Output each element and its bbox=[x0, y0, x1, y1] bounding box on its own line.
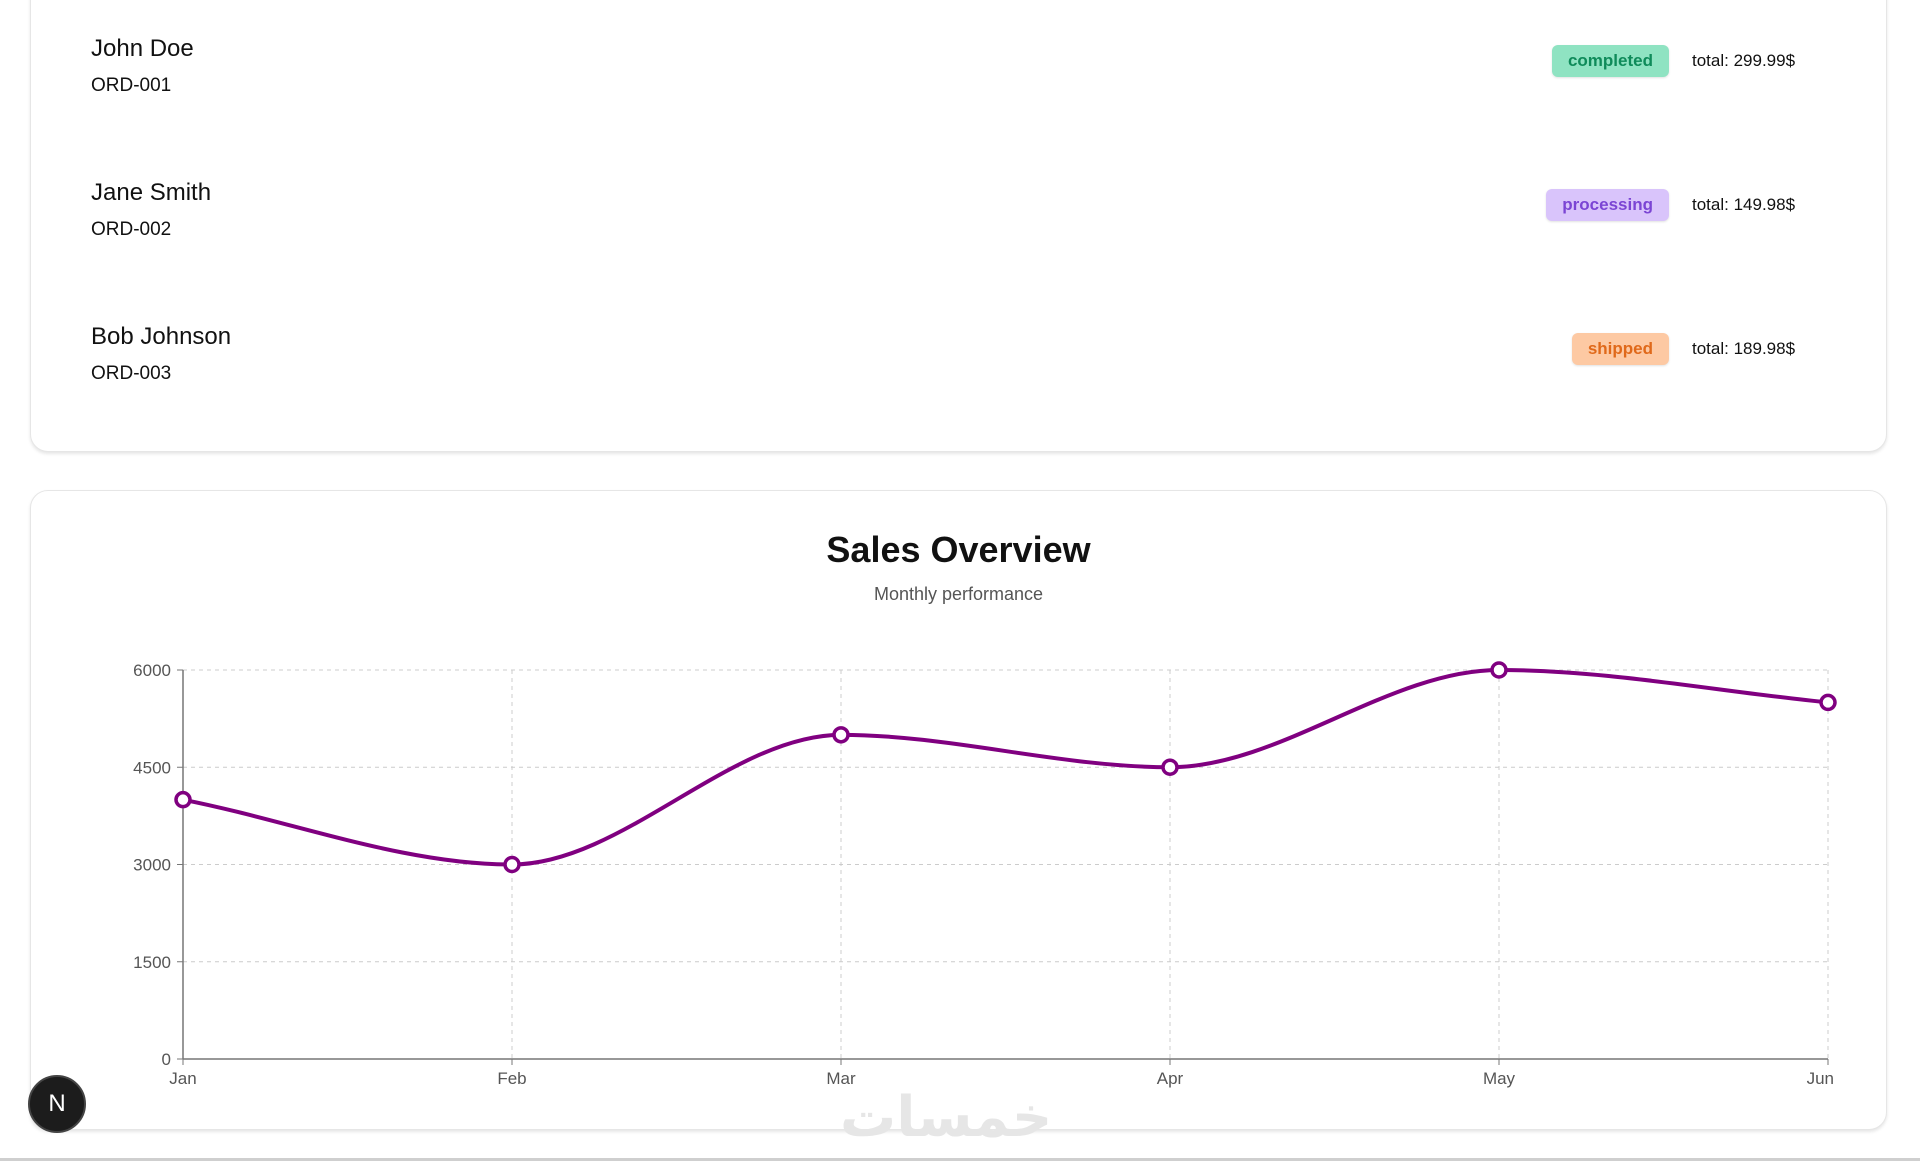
customer-name: Bob Johnson bbox=[91, 323, 232, 350]
x-tick-label: Feb bbox=[497, 1069, 526, 1088]
y-tick-label: 6000 bbox=[133, 661, 171, 680]
recent-orders-card: John Doe ORD-001 completed total: 299.99… bbox=[30, 0, 1887, 452]
data-point bbox=[503, 855, 521, 874]
page-bottom-border bbox=[0, 1158, 1920, 1161]
order-total: total: 299.99$ bbox=[1692, 51, 1796, 70]
sales-chart-card: Sales Overview Monthly performance 0 1500… bbox=[30, 490, 1887, 1130]
y-tick-label: 0 bbox=[162, 1050, 171, 1069]
order-id: ORD-003 bbox=[91, 363, 172, 384]
customer-name: Jane Smith bbox=[91, 179, 212, 206]
x-tick-label: Apr bbox=[1157, 1069, 1184, 1088]
chart-subtitle: Monthly performance bbox=[873, 584, 1044, 604]
data-point bbox=[174, 790, 192, 809]
x-tick-label: Jan bbox=[169, 1069, 196, 1088]
y-tick-label: 1500 bbox=[133, 953, 171, 972]
chart-title: Sales Overview bbox=[826, 529, 1091, 570]
order-total: total: 189.98$ bbox=[1692, 339, 1796, 358]
x-tick-label: May bbox=[1483, 1069, 1516, 1088]
data-point bbox=[1819, 693, 1837, 712]
status-badge: shipped bbox=[1571, 333, 1669, 365]
order-row[interactable]: Jane Smith ORD-002 processing total: 149… bbox=[31, 179, 1886, 289]
status-badge: completed bbox=[1551, 45, 1669, 77]
y-tick-label: 4500 bbox=[133, 758, 171, 777]
data-point bbox=[1161, 758, 1179, 776]
status-badge: processing bbox=[1546, 189, 1669, 221]
x-tick-label: Jun bbox=[1807, 1069, 1834, 1088]
order-id: ORD-002 bbox=[91, 219, 172, 240]
customer-name: John Doe bbox=[91, 35, 194, 62]
watermark-logo: خمسات bbox=[840, 1085, 1053, 1150]
x-tick-label: Mar bbox=[826, 1069, 856, 1088]
data-point bbox=[832, 726, 850, 744]
order-row[interactable]: John Doe ORD-001 completed total: 299.99… bbox=[31, 35, 1886, 145]
sales-line-chart: 0 1500 3000 4500 6000 Jan Feb Mar Apr May Jun bbox=[133, 661, 1837, 1088]
nextjs-dev-badge[interactable]: N bbox=[28, 1075, 86, 1133]
y-tick-label: 3000 bbox=[133, 856, 171, 875]
order-total: total: 149.98$ bbox=[1692, 195, 1796, 214]
series-line bbox=[182, 667, 1829, 867]
order-row[interactable]: Bob Johnson ORD-003 shipped total: 189.9… bbox=[31, 323, 1886, 433]
order-id: ORD-001 bbox=[91, 75, 172, 96]
data-point bbox=[1490, 661, 1508, 679]
